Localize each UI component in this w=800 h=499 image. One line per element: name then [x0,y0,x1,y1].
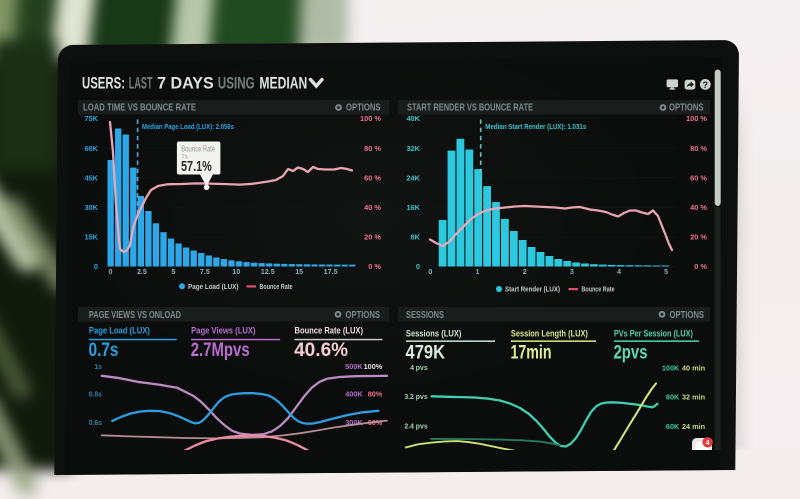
svg-text:0: 0 [416,262,420,271]
svg-text:OPTIONS: OPTIONS [670,310,705,321]
svg-text:40 %: 40 % [690,203,707,212]
svg-text:Page Load (LUX): Page Load (LUX) [89,326,150,336]
svg-text:Start Render (LUX): Start Render (LUX) [505,285,560,294]
svg-text:30K: 30K [84,203,98,212]
svg-text:57.1%: 57.1% [181,158,212,175]
svg-text:2.4 pvs: 2.4 pvs [404,423,428,430]
svg-text:15: 15 [295,267,303,276]
svg-text:Page Views (LUX): Page Views (LUX) [191,326,256,336]
svg-text:32K: 32K [406,144,420,153]
svg-text:12.5: 12.5 [261,267,275,276]
svg-text:500K: 500K [345,362,363,371]
svg-text:40.6%: 40.6% [294,340,348,361]
svg-text:17.5: 17.5 [324,267,338,276]
svg-text:60 %: 60 % [690,173,707,182]
svg-text:2.7Mpvs: 2.7Mpvs [191,340,250,361]
svg-text:20 %: 20 % [364,233,381,242]
svg-text:OPTIONS: OPTIONS [346,310,381,321]
svg-text:4: 4 [617,267,621,276]
svg-text:0 %: 0 % [368,262,381,271]
svg-text:15K: 15K [84,233,98,242]
svg-text:400K: 400K [345,390,363,399]
svg-text:479K: 479K [406,342,446,363]
svg-text:16K: 16K [406,203,420,212]
svg-text:0.7s: 0.7s [89,340,119,361]
svg-text:60 %: 60 % [364,173,381,182]
svg-text:OPTIONS: OPTIONS [346,103,381,114]
svg-text:START RENDER VS BOUNCE RATE: START RENDER VS BOUNCE RATE [407,103,533,114]
svg-text:300K: 300K [345,418,363,427]
svg-text:100 %: 100 % [360,114,381,123]
svg-text:100K: 100K [662,363,680,372]
svg-text:60K: 60K [84,144,98,153]
svg-text:100 %: 100 % [686,114,707,123]
svg-text:8K: 8K [411,233,421,242]
svg-text:1s: 1s [94,364,102,371]
svg-text:Bounce Rate: Bounce Rate [181,145,215,154]
svg-text:75K: 75K [84,114,98,123]
svg-text:PAGE VIEWS VS ONLOAD: PAGE VIEWS VS ONLOAD [89,310,181,321]
svg-text:0 %: 0 % [694,262,707,271]
svg-text:2.5: 2.5 [137,267,147,276]
svg-text:Bounce Rate (LUX): Bounce Rate (LUX) [295,326,364,336]
svg-text:Bounce Rate: Bounce Rate [582,285,615,294]
svg-text:40 min: 40 min [682,363,705,372]
svg-text:24K: 24K [406,173,420,182]
svg-text:45K: 45K [84,173,98,182]
svg-text:USING: USING [218,73,255,92]
svg-text:0.6s: 0.6s [89,420,103,427]
svg-text:Sessions (LUX): Sessions (LUX) [406,329,462,339]
svg-text:7s: 7s [182,155,188,161]
svg-text:40K: 40K [406,114,420,123]
svg-text:2: 2 [523,267,527,276]
svg-text:LOAD TIME VS BOUNCE RATE: LOAD TIME VS BOUNCE RATE [83,103,196,114]
svg-text:0.8s: 0.8s [89,391,103,398]
svg-text:17min: 17min [511,342,552,363]
svg-text:20 %: 20 % [690,233,707,242]
svg-text:Bounce Rate: Bounce Rate [260,282,293,291]
svg-text:1: 1 [476,267,480,276]
svg-text:3.2 pvs: 3.2 pvs [404,394,428,401]
svg-text:Median Page Load (LUX): 2.056s: Median Page Load (LUX): 2.056s [142,122,234,131]
svg-text:2pvs: 2pvs [614,342,648,363]
svg-text:5: 5 [171,267,175,276]
svg-text:80%: 80% [368,390,383,399]
svg-text:7 DAYS: 7 DAYS [157,73,214,92]
svg-text:100%: 100% [364,362,383,371]
svg-text:0: 0 [94,262,98,271]
svg-text:10: 10 [232,267,240,276]
svg-text:32 min: 32 min [682,393,705,402]
svg-text:SESSIONS: SESSIONS [406,310,444,321]
svg-text:60K: 60K [666,422,680,431]
svg-text:40 %: 40 % [364,203,381,212]
svg-text:4 pvs: 4 pvs [410,365,428,372]
svg-text:OPTIONS: OPTIONS [669,103,704,114]
svg-text:Session Length (LUX): Session Length (LUX) [511,329,588,339]
svg-text:24 min: 24 min [682,422,705,431]
svg-text:3: 3 [570,267,574,276]
svg-text:4: 4 [706,440,710,447]
svg-text:0: 0 [109,267,113,276]
svg-text:?: ? [703,80,708,90]
svg-text:Page Load (LUX): Page Load (LUX) [188,282,239,291]
svg-text:80 %: 80 % [690,144,707,153]
svg-text:USERS:: USERS: [82,73,125,92]
svg-text:7.5: 7.5 [200,267,210,276]
svg-text:80K: 80K [666,393,680,402]
svg-text:Median Start Render (LUX): 1.0: Median Start Render (LUX): 1.031s [485,122,586,131]
svg-text:5: 5 [664,267,668,276]
svg-text:MEDIAN: MEDIAN [259,73,307,92]
svg-text:LAST: LAST [129,73,153,92]
svg-text:0: 0 [428,267,432,276]
svg-text:80 %: 80 % [364,144,381,153]
svg-text:PVs Per Session (LUX): PVs Per Session (LUX) [614,329,693,339]
